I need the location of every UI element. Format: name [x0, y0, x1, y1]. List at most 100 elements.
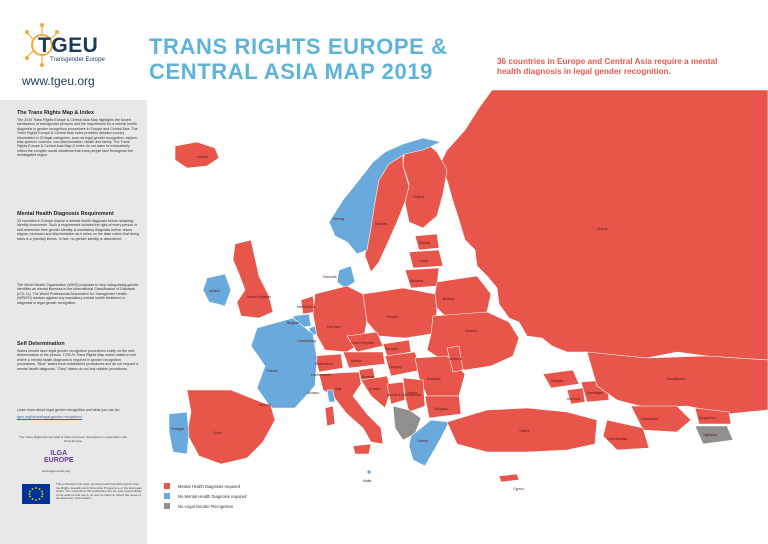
label-czech: Czech Republic — [351, 341, 375, 345]
label-russia: Russia — [597, 227, 607, 231]
label-turkmenistan: Turkmenistan — [607, 437, 628, 441]
country-italy-sardinia[interactable] — [324, 405, 336, 427]
ilga-europe-logo: ILGA EUROPE — [44, 450, 74, 464]
country-lithuania[interactable] — [404, 267, 440, 289]
country-greece[interactable] — [408, 419, 450, 467]
title-line1: TRANS RIGHTS EUROPE & — [149, 34, 448, 59]
label-switzerland: Switzerland — [315, 362, 333, 366]
label-spain: Spain — [213, 431, 222, 435]
eu-stars-icon — [28, 487, 44, 501]
label-germany: Germany — [327, 325, 341, 329]
logo-subtitle: Transgender Europe — [50, 57, 105, 63]
legend-item-not-required: No Mental Health Diagnosis required — [164, 493, 246, 499]
country-switzerland[interactable] — [314, 353, 344, 373]
label-belgium: Belgium — [287, 321, 299, 325]
country-bosnia[interactable] — [386, 381, 406, 405]
country-poland[interactable] — [362, 287, 438, 339]
europe-map: Iceland Norway Sweden Finland Estonia La… — [168, 90, 768, 491]
country-armenia[interactable] — [566, 387, 586, 405]
legend-item-no-lgr: No Legal Gender Recognition — [164, 503, 233, 509]
country-kyrgyzstan[interactable] — [694, 407, 732, 425]
section-text: States should have legal gender recognit… — [17, 349, 139, 371]
label-uzbekistan: Uzbekistan — [641, 417, 658, 421]
country-finland[interactable] — [402, 139, 448, 229]
country-spain[interactable] — [186, 389, 276, 465]
country-malta[interactable] — [366, 469, 372, 475]
country-italy-sicily[interactable] — [352, 443, 372, 455]
country-austria[interactable] — [342, 351, 386, 369]
page-title: TRANS RIGHTS EUROPE & CENTRAL ASIA MAP 2… — [149, 34, 448, 84]
section-text: The 2019 Trans Rights Europe & Central A… — [17, 118, 138, 158]
logo-area: TGEU Transgender Europe www.tgeu.org — [0, 0, 147, 100]
label-ukraine: Ukraine — [465, 329, 477, 333]
section-heading: Self Determination — [17, 341, 65, 347]
label-poland: Poland — [387, 315, 398, 319]
title-line2: CENTRAL ASIA MAP 2019 — [149, 59, 434, 84]
legend-label: No Legal Gender Recognition — [178, 503, 234, 509]
label-italy: Italy — [335, 387, 342, 391]
section-heading: The Trans Rights Map & Index — [17, 110, 94, 116]
section-text: 33 countries in Europe require a mental … — [17, 219, 139, 241]
country-moldova[interactable] — [446, 345, 464, 373]
tagline: 36 countries in Europe and Central Asia … — [497, 57, 718, 76]
label-armenia: Armenia — [567, 397, 580, 401]
country-georgia[interactable] — [542, 369, 580, 389]
section-learn-more: Learn more about legal gender recognitio… — [17, 408, 139, 419]
country-france[interactable] — [250, 317, 318, 409]
label-serbia: Serbia — [407, 391, 417, 395]
label-netherlands: Netherlands — [297, 305, 316, 309]
country-cyprus[interactable] — [498, 473, 520, 483]
label-bulgaria: Bulgaria — [435, 407, 448, 411]
section-heading: Mental Health Diagnosis Requirement — [17, 211, 114, 217]
country-kazakhstan[interactable] — [586, 351, 768, 415]
country-ireland[interactable] — [202, 273, 232, 307]
label-latvia: Latvia — [419, 259, 428, 263]
legend-swatch — [164, 483, 170, 489]
country-serbia[interactable] — [402, 377, 426, 413]
country-hungary[interactable] — [384, 351, 422, 377]
label-bosnia: Bosnia & Herzegovina — [387, 393, 421, 397]
country-belarus[interactable] — [432, 275, 492, 319]
legend-swatch — [164, 503, 170, 509]
country-uzbekistan[interactable] — [630, 405, 692, 433]
label-luxembourg: Luxembourg — [297, 339, 316, 343]
partner-line2: EUROPE — [44, 457, 74, 464]
section-who: The World Health Organization (WHO) prop… — [17, 283, 139, 308]
legend-label: Mental Health Diagnosis required — [178, 483, 240, 489]
country-denmark[interactable] — [336, 265, 356, 289]
legend-item-required: Mental Health Diagnosis required — [164, 483, 240, 489]
lgr-link[interactable]: tgeu.org/issues/legal-gender-recognition… — [17, 415, 83, 420]
label-georgia: Georgia — [551, 379, 563, 383]
country-bulgaria[interactable] — [424, 395, 462, 419]
section-text: Learn more about legal gender recognitio… — [17, 408, 120, 412]
label-cyprus: Cyprus — [513, 487, 524, 491]
country-croatia[interactable] — [360, 375, 392, 409]
label-slovenia: Slovenia — [361, 375, 374, 379]
sidebar: TGEU Transgender Europe www.tgeu.org The… — [0, 0, 147, 544]
country-estonia[interactable] — [414, 233, 440, 251]
logo-text: TGEU — [38, 34, 99, 57]
country-portugal[interactable] — [168, 411, 190, 455]
label-slovakia: Slovakia — [385, 347, 398, 351]
country-slovakia[interactable] — [382, 339, 412, 357]
label-estonia: Estonia — [419, 241, 430, 245]
country-turkey[interactable] — [446, 407, 598, 453]
country-iceland[interactable] — [174, 141, 220, 169]
label-romania: Romania — [427, 377, 441, 381]
country-turkmenistan[interactable] — [602, 419, 650, 451]
country-norway[interactable] — [328, 137, 442, 255]
label-finland: Finland — [413, 195, 424, 199]
country-czech[interactable] — [346, 331, 384, 353]
org-url[interactable]: www.tgeu.org — [22, 74, 95, 88]
country-tajikistan[interactable] — [694, 425, 734, 445]
label-portugal: Portugal — [171, 427, 184, 431]
section-map-index: The Trans Rights Map & Index The 2019 Tr… — [17, 110, 139, 161]
country-latvia[interactable] — [408, 249, 444, 269]
country-uk[interactable] — [232, 239, 274, 319]
label-austria: Austria — [351, 359, 362, 363]
country-france-corsica[interactable] — [326, 389, 336, 403]
partner-url[interactable]: www.ilga-europe.org — [42, 469, 71, 473]
label-moldova: Moldova — [449, 357, 462, 361]
label-greece: Greece — [417, 439, 428, 443]
label-andorra: Andorra — [259, 403, 271, 407]
